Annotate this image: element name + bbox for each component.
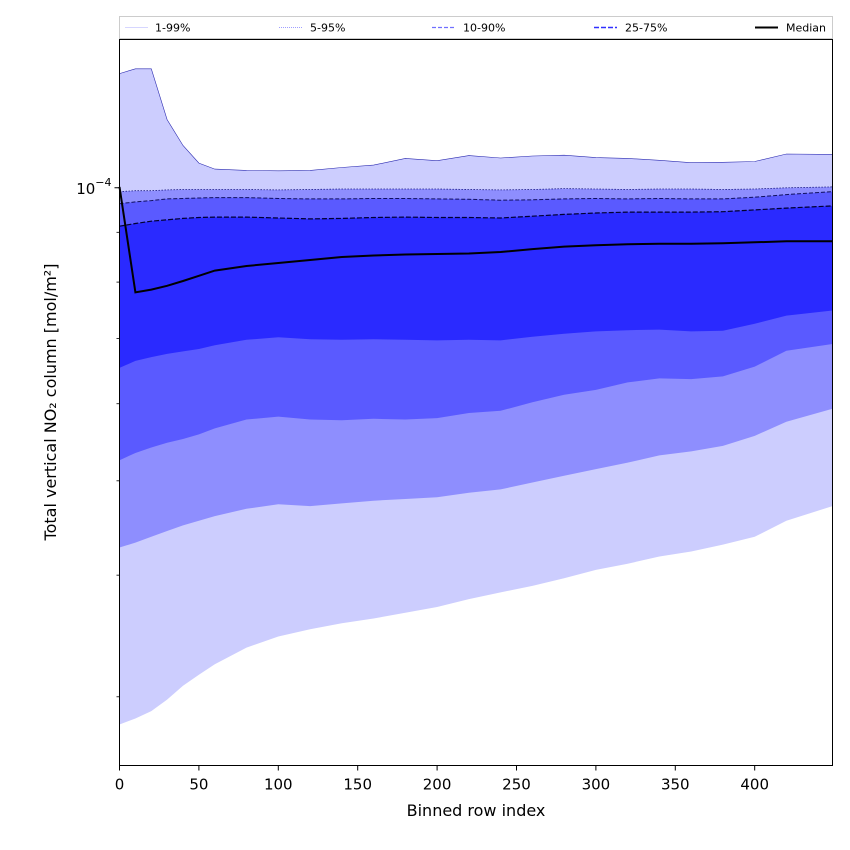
x-tick-label: 50 — [189, 776, 208, 794]
x-tick-label: 150 — [343, 776, 372, 794]
y-axis-label: Total vertical NO₂ column [mol/m²] — [41, 264, 60, 542]
line-p90 — [119, 191, 833, 205]
x-tick-label: 300 — [582, 776, 611, 794]
x-tick-label: 100 — [264, 776, 293, 794]
legend-label-5-95: 5-95% — [310, 22, 345, 35]
x-tick-label: 350 — [661, 776, 690, 794]
x-axis: 0 50 100 150 200 250 300 350 400 — [115, 765, 769, 794]
legend-frame — [119, 16, 833, 39]
percentile-bands — [119, 68, 833, 725]
line-p95 — [119, 186, 833, 192]
legend-label-median: Median — [786, 22, 826, 35]
x-tick-label: 200 — [423, 776, 452, 794]
plot-frame — [119, 39, 833, 766]
legend-label-25-75: 25-75% — [625, 22, 667, 35]
legend-label-10-90: 10-90% — [463, 22, 505, 35]
percentile-lines — [118, 68, 833, 294]
line-p99 — [119, 68, 833, 172]
x-tick-label: 250 — [502, 776, 531, 794]
y-tick-label: 10−4 — [76, 176, 111, 198]
y-axis: 10−4 — [76, 176, 120, 698]
legend-label-1-99: 1-99% — [155, 22, 190, 35]
line-p75 — [119, 205, 833, 227]
x-tick-label: 400 — [740, 776, 769, 794]
legend: 1-99% 5-95% 10-90% 25-75% Median — [119, 16, 833, 39]
x-axis-label: Binned row index — [407, 801, 546, 820]
line-median — [118, 186, 833, 294]
x-tick-label: 0 — [115, 776, 125, 794]
band-25-75 — [119, 205, 833, 368]
